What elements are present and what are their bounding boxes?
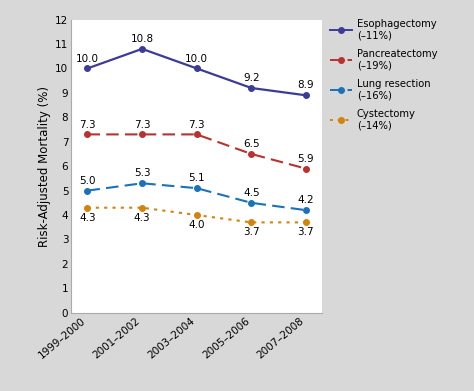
Text: 3.7: 3.7 bbox=[298, 227, 314, 237]
Text: 5.9: 5.9 bbox=[298, 154, 314, 164]
Text: 7.3: 7.3 bbox=[134, 120, 150, 129]
Text: 6.5: 6.5 bbox=[243, 139, 260, 149]
Text: 7.3: 7.3 bbox=[188, 120, 205, 129]
Legend: Esophagectomy
(–11%), Pancreatectomy
(–19%), Lung resection
(–16%), Cystectomy
(: Esophagectomy (–11%), Pancreatectomy (–1… bbox=[330, 19, 438, 131]
Text: 8.9: 8.9 bbox=[298, 81, 314, 90]
Text: 4.3: 4.3 bbox=[134, 213, 150, 222]
Text: 4.3: 4.3 bbox=[79, 213, 96, 222]
Text: 5.1: 5.1 bbox=[188, 173, 205, 183]
Text: 7.3: 7.3 bbox=[79, 120, 96, 129]
Text: 4.5: 4.5 bbox=[243, 188, 260, 198]
Text: 4.2: 4.2 bbox=[298, 195, 314, 205]
Text: 4.0: 4.0 bbox=[189, 220, 205, 230]
Y-axis label: Risk-Adjusted Mortality (%): Risk-Adjusted Mortality (%) bbox=[38, 86, 51, 247]
Text: 5.3: 5.3 bbox=[134, 169, 150, 178]
Text: 10.0: 10.0 bbox=[185, 54, 208, 63]
Text: 3.7: 3.7 bbox=[243, 227, 260, 237]
Text: 10.8: 10.8 bbox=[130, 34, 154, 44]
Text: 10.0: 10.0 bbox=[76, 54, 99, 63]
Text: 9.2: 9.2 bbox=[243, 73, 260, 83]
Text: 5.0: 5.0 bbox=[79, 176, 96, 186]
